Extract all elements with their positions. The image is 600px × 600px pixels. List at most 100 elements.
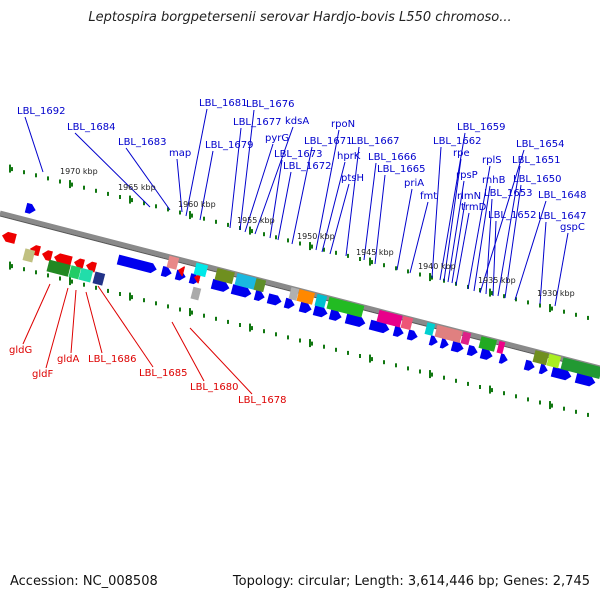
reverse-gene-label: gldF bbox=[32, 369, 53, 380]
feature-block bbox=[376, 309, 403, 328]
tick-dot bbox=[119, 292, 121, 296]
forward-leader-line bbox=[315, 129, 340, 251]
tick-major bbox=[9, 164, 11, 173]
forward-leader-line bbox=[277, 171, 292, 241]
forward-gene-label: priA bbox=[404, 178, 424, 189]
feature-block bbox=[424, 322, 436, 336]
tick-dot bbox=[11, 167, 13, 172]
tick-dot bbox=[251, 326, 253, 331]
forward-leader-line bbox=[239, 109, 255, 231]
forward-gene-label: LBL_1667 bbox=[351, 136, 399, 147]
reverse-leader-line bbox=[189, 327, 253, 395]
forward-gene-label: rplS bbox=[482, 155, 502, 166]
tick-dot bbox=[503, 294, 505, 299]
forward-leader-line bbox=[291, 146, 313, 245]
reverse-leader-line bbox=[171, 321, 205, 382]
forward-gene-label: LBL_1647 bbox=[538, 211, 586, 222]
kbp-label: 1960 kbp bbox=[178, 200, 216, 209]
feature-block bbox=[496, 340, 506, 354]
tick-dot bbox=[251, 229, 253, 234]
tick-dot bbox=[407, 366, 409, 371]
feature-block bbox=[193, 262, 209, 278]
forward-gene-label: rnhB bbox=[482, 175, 506, 186]
tick-dot bbox=[491, 291, 493, 296]
tick-dot bbox=[215, 219, 217, 224]
reverse-gene-arrow bbox=[178, 266, 186, 277]
forward-gene-label: fmt bbox=[420, 191, 437, 202]
tick-dot bbox=[287, 238, 289, 243]
tick-major bbox=[129, 195, 131, 204]
feature-block bbox=[78, 267, 94, 283]
forward-gene-label: LBL_1671 bbox=[304, 136, 352, 147]
tick-dot bbox=[83, 282, 85, 287]
forward-gene-arrow bbox=[523, 359, 535, 371]
tick-dot bbox=[107, 191, 109, 196]
tick-major bbox=[69, 277, 71, 286]
kbp-labels: 1970 kbp 1965 kbp 1960 kbp 1955 kbp 1950 kbp… bbox=[60, 167, 575, 298]
tick-dot bbox=[11, 264, 13, 269]
reverse-leader-line bbox=[70, 289, 77, 354]
forward-leader-line bbox=[504, 184, 522, 299]
tick-major bbox=[369, 257, 371, 266]
tick-dot bbox=[59, 276, 61, 281]
reverse-gene-label: gldA bbox=[57, 354, 79, 365]
forward-leader-line bbox=[514, 200, 547, 301]
feature-block bbox=[546, 353, 562, 369]
forward-gene-label: LBL_1676 bbox=[246, 99, 294, 110]
forward-gene-arrow bbox=[116, 254, 157, 274]
forward-gene-arrow bbox=[479, 348, 493, 360]
forward-gene-arrow bbox=[283, 297, 295, 309]
tick-dot bbox=[299, 338, 301, 343]
forward-gene-label: trmD bbox=[461, 202, 487, 213]
forward-gene-label: LBL_1652 bbox=[488, 210, 536, 221]
forward-gene-label: LBL_1673 bbox=[274, 149, 322, 160]
forward-leader-line bbox=[254, 126, 294, 235]
forward-gene-label: LBL_1654 bbox=[516, 139, 564, 150]
tick-dot bbox=[95, 188, 97, 193]
kbp-label: 1935 kbp bbox=[478, 276, 516, 285]
tick-dot bbox=[395, 363, 397, 368]
tick-dot bbox=[335, 250, 337, 255]
feature-block bbox=[400, 316, 414, 331]
forward-gene-label: kdsA bbox=[285, 116, 309, 127]
kbp-label: 1955 kbp bbox=[237, 216, 275, 225]
forward-gene-label: ptsH bbox=[341, 173, 364, 184]
forward-gene-arrow bbox=[428, 335, 438, 346]
reverse-gene-label: LBL_1680 bbox=[190, 382, 238, 393]
tick-dot bbox=[551, 403, 553, 408]
forward-gene-arrow bbox=[24, 202, 36, 214]
forward-gene-label: LBL_1684 bbox=[67, 122, 115, 133]
tick-major bbox=[9, 261, 11, 270]
tick-dot bbox=[143, 298, 145, 303]
forward-leader-line bbox=[185, 108, 208, 217]
forward-leader-line bbox=[431, 146, 442, 279]
tick-dot bbox=[371, 260, 373, 265]
tick-major bbox=[489, 288, 491, 297]
reverse-gene-arrow bbox=[194, 273, 202, 284]
tick-dot bbox=[491, 388, 493, 393]
tick-dot bbox=[167, 304, 169, 309]
forward-leader-line bbox=[321, 161, 346, 253]
tick-major bbox=[429, 273, 431, 282]
feature-block bbox=[68, 265, 82, 280]
tick-dot bbox=[575, 312, 577, 317]
forward-gene-label: rpsP bbox=[456, 170, 478, 181]
tick-dot bbox=[455, 378, 457, 383]
forward-gene-label: LBL_1662 bbox=[433, 136, 481, 147]
tick-major bbox=[369, 354, 371, 363]
tick-dot bbox=[587, 412, 589, 417]
forward-gene-label: map bbox=[169, 148, 191, 159]
tick-dot bbox=[335, 347, 337, 352]
tick-dot bbox=[179, 307, 181, 312]
forward-leader-line bbox=[363, 162, 377, 261]
tick-major bbox=[489, 385, 491, 394]
tick-dot bbox=[419, 369, 421, 374]
forward-gene-arrow bbox=[266, 293, 282, 306]
tick-major bbox=[309, 242, 311, 251]
tick-dot bbox=[407, 269, 409, 274]
feature-block bbox=[314, 293, 328, 308]
forward-gene-label: LBL_1653 bbox=[484, 188, 532, 199]
reverse-labels: gldG gldF gldA LBL_1686LBL_1685LBL_1680LBL_… bbox=[9, 345, 286, 406]
tick-dot bbox=[107, 288, 109, 293]
